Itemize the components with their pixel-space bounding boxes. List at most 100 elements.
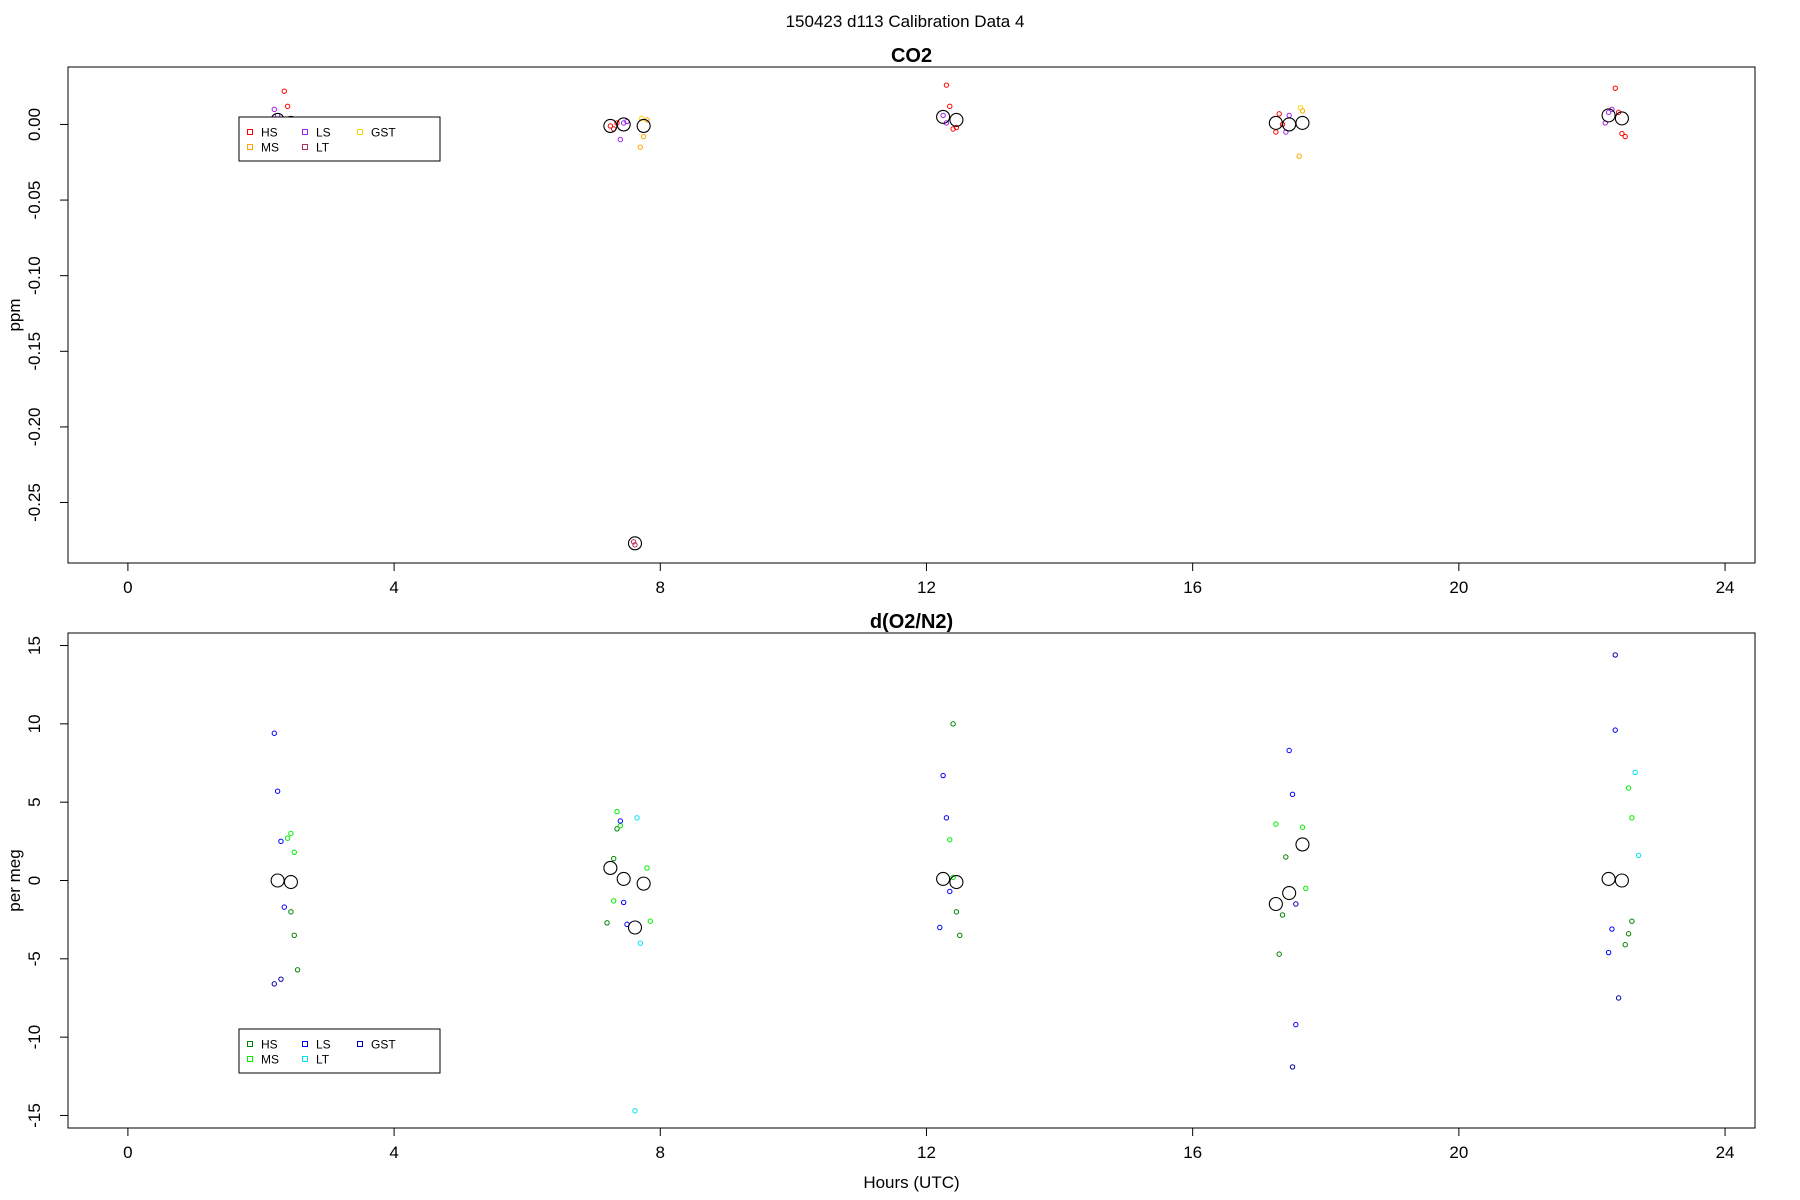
mean-point	[603, 118, 618, 134]
ms-point	[288, 830, 294, 837]
legend-label-hs: HS	[261, 126, 278, 140]
y-tick-label: -5	[25, 951, 44, 966]
legend-swatch-gst	[357, 129, 363, 135]
lt-point	[1632, 769, 1638, 776]
hs-point	[1619, 130, 1625, 137]
mean-point	[627, 920, 643, 935]
ms-point	[284, 835, 291, 841]
ls-point	[1289, 791, 1296, 798]
x-tick-label: 16	[1183, 1143, 1202, 1162]
y-tick-label: -0.25	[25, 483, 44, 522]
ls-point	[1293, 1021, 1299, 1028]
legend-swatch-hs	[247, 1041, 253, 1047]
hs-point	[1283, 854, 1289, 860]
mean-point	[603, 860, 618, 876]
legend-swatch-ls	[302, 1041, 308, 1047]
x-tick-label: 24	[1716, 578, 1735, 597]
ms-point	[950, 874, 956, 881]
hs-point	[950, 721, 956, 727]
legend-swatch-ls	[302, 129, 308, 135]
y-axis-label: ppm	[5, 298, 24, 331]
legend-label-ls: LS	[316, 126, 331, 140]
legend-label-ms: MS	[261, 141, 279, 155]
ls-point	[1605, 109, 1612, 116]
ls-point	[1605, 949, 1612, 956]
ls-point	[617, 818, 624, 824]
ms-point	[614, 808, 620, 815]
mean-point	[283, 875, 298, 890]
ms-point	[1273, 821, 1279, 827]
mean-point	[1614, 111, 1629, 126]
y-axis-label: per meg	[5, 849, 24, 911]
hs-point	[1622, 942, 1628, 948]
hs-point	[1276, 951, 1282, 957]
ls-point	[1612, 727, 1618, 733]
ls-point	[281, 904, 287, 910]
mean-point	[636, 876, 651, 891]
y-tick-label: 10	[25, 714, 44, 733]
ls-point	[1286, 747, 1292, 754]
ls-point	[617, 136, 624, 143]
x-tick-label: 4	[389, 1143, 398, 1162]
ms-point	[610, 898, 617, 904]
y-tick-label: -0.20	[25, 408, 44, 447]
x-tick-label: 16	[1183, 578, 1202, 597]
hs-point	[947, 103, 953, 110]
hs-point	[610, 855, 617, 862]
mean-point	[1268, 896, 1283, 912]
legend-label-lt: LT	[316, 141, 330, 155]
ms-point	[1299, 824, 1306, 830]
legend-swatch-lt	[302, 144, 308, 150]
mean-point	[949, 112, 964, 127]
hs-point	[943, 82, 950, 88]
hs-point	[614, 826, 620, 832]
ms-point	[640, 133, 647, 140]
y-tick-label: -0.05	[25, 181, 44, 220]
ls-point	[940, 112, 946, 119]
mean-point	[270, 873, 285, 888]
hs-point	[291, 932, 297, 939]
y-tick-label: 0.00	[25, 108, 44, 141]
ms-point	[291, 849, 297, 856]
gst-point	[1289, 1064, 1296, 1070]
o2n2-panel: d(O2/N2) 0 4 8 12 16 20 24 -15 -10 -5 0 5 10 15 per meg…	[5, 611, 1756, 1192]
x-tick-label: 20	[1449, 578, 1468, 597]
ls-point	[271, 730, 277, 736]
hs-point	[1273, 129, 1279, 135]
ls-point	[937, 924, 943, 931]
gst-point	[1297, 105, 1304, 111]
legend-box	[238, 116, 441, 162]
hs-point	[957, 932, 963, 939]
ls-point	[943, 815, 950, 821]
panel-title: CO2	[891, 45, 932, 67]
lt-point	[1635, 852, 1642, 859]
panel-title: d(O2/N2)	[870, 611, 953, 633]
ms-point	[644, 865, 650, 871]
ls-point	[947, 888, 953, 895]
mean-point	[949, 875, 964, 890]
y-tick-label: 0	[25, 876, 44, 885]
x-tick-label: 24	[1716, 1143, 1735, 1162]
mean-point	[936, 109, 951, 124]
ms-point	[947, 837, 953, 843]
legend-swatch-lt	[302, 1056, 308, 1062]
ls-point	[274, 788, 281, 794]
x-tick-label: 12	[917, 578, 936, 597]
legend-swatch-ms	[247, 1056, 253, 1062]
ls-point	[1609, 926, 1615, 932]
y-tick-label: -10	[25, 1025, 44, 1050]
mean-point	[636, 118, 651, 134]
legend-label-lt: LT	[316, 1053, 330, 1067]
figure-title: 150423 d113 Calibration Data 4	[786, 12, 1025, 31]
lt-point	[632, 542, 638, 548]
x-tick-label: 20	[1449, 1143, 1468, 1162]
hs-point	[953, 909, 960, 915]
hs-point	[294, 967, 301, 973]
hs-point	[281, 88, 287, 94]
ls-point	[271, 106, 277, 113]
ls-point	[278, 838, 284, 845]
gst-point	[278, 976, 284, 982]
ms-point	[1296, 153, 1302, 159]
legend-swatch-hs	[247, 129, 253, 135]
hs-point	[607, 123, 614, 129]
